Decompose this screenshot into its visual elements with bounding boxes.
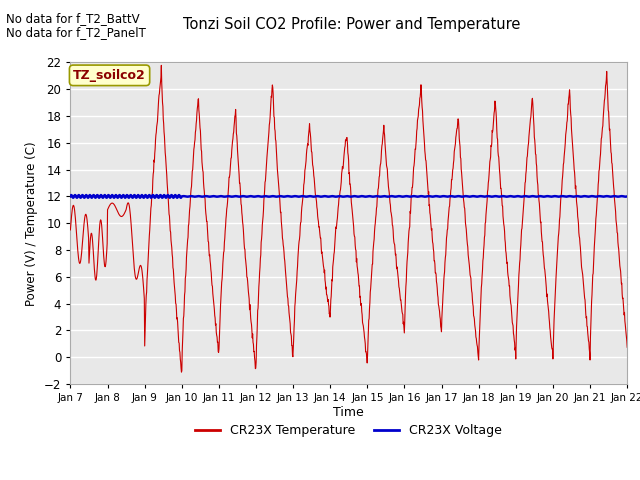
Text: No data for f_T2_PanelT: No data for f_T2_PanelT	[6, 26, 147, 39]
Y-axis label: Power (V) / Temperature (C): Power (V) / Temperature (C)	[26, 141, 38, 305]
Text: TZ_soilco2: TZ_soilco2	[73, 69, 146, 82]
Legend: CR23X Temperature, CR23X Voltage: CR23X Temperature, CR23X Voltage	[190, 419, 508, 442]
Text: Tonzi Soil CO2 Profile: Power and Temperature: Tonzi Soil CO2 Profile: Power and Temper…	[183, 17, 521, 32]
Text: No data for f_T2_BattV: No data for f_T2_BattV	[6, 12, 140, 25]
X-axis label: Time: Time	[333, 406, 364, 419]
